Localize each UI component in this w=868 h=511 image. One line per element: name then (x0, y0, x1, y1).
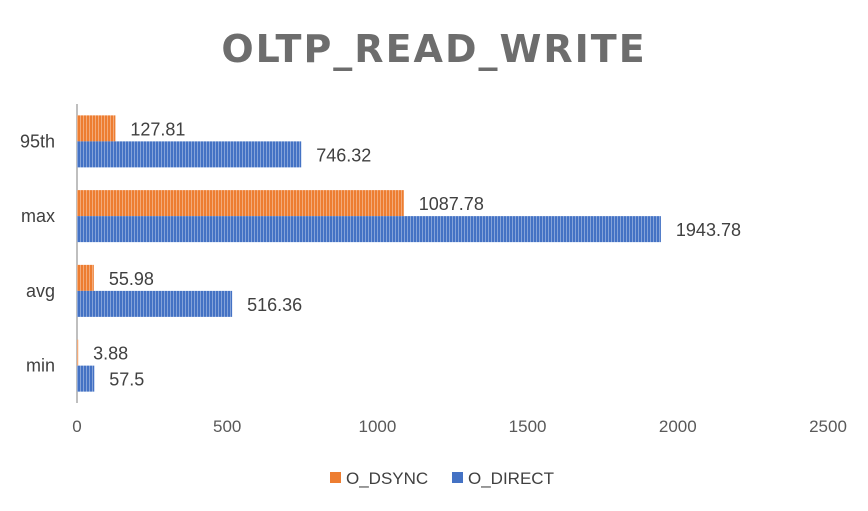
legend-label-o-dsync: O_DSYNC (346, 469, 428, 488)
x-tick-label: 2000 (659, 417, 697, 436)
bar-o-direct (77, 141, 302, 168)
x-tick-label: 0 (72, 417, 81, 436)
legend: O_DSYNC O_DIRECT (330, 469, 554, 488)
data-label: 55.98 (109, 269, 154, 289)
bar-o-dsync (77, 264, 94, 291)
bar-o-direct (77, 290, 233, 317)
x-tick-label: 500 (213, 417, 241, 436)
legend-swatch-o-direct (452, 472, 463, 483)
x-tick-label: 1000 (358, 417, 396, 436)
data-label: 746.32 (316, 145, 371, 165)
bar-o-direct (77, 216, 661, 243)
data-label: 516.36 (247, 295, 302, 315)
bar-o-direct (77, 365, 95, 392)
x-tick-label: 2500 (809, 417, 847, 436)
category-label: avg (26, 281, 55, 301)
plot-area: 95th 127.81 746.32 max 1087.78 1943.78 avg 55.9… (20, 104, 847, 436)
data-label: 3.88 (93, 344, 128, 364)
data-label: 1943.78 (676, 220, 741, 240)
data-label: 57.5 (109, 370, 144, 390)
category-label: 95th (20, 131, 55, 151)
category-label: max (21, 206, 55, 226)
bar-o-dsync (77, 339, 79, 366)
chart-title: OLTP_READ_WRITE (221, 27, 646, 71)
x-tick-label: 1500 (509, 417, 547, 436)
category-label: min (26, 356, 55, 376)
legend-label-o-direct: O_DIRECT (468, 469, 554, 488)
data-label: 1087.78 (419, 194, 484, 214)
bar-o-dsync (77, 115, 116, 142)
bar-o-dsync (77, 190, 404, 217)
legend-swatch-o-dsync (330, 472, 341, 483)
data-label: 127.81 (130, 119, 185, 139)
